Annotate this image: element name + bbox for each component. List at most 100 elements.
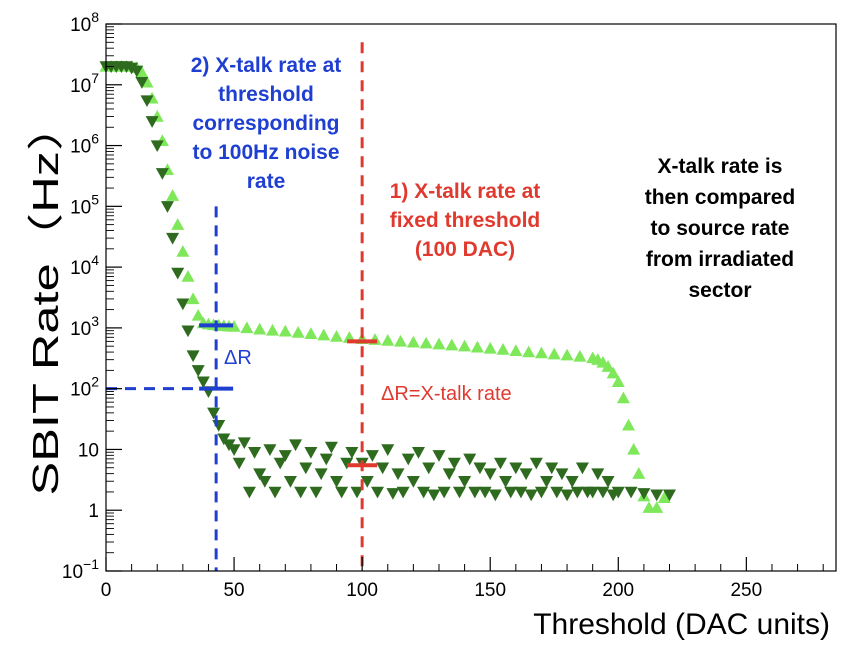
noise-marker <box>212 420 226 432</box>
xtalk-marker <box>560 348 574 361</box>
noise-marker <box>529 457 543 470</box>
xtalk-marker <box>394 334 408 347</box>
noise-marker <box>324 441 338 454</box>
xtalk-marker <box>186 292 200 305</box>
noise-marker <box>217 433 231 446</box>
noise-marker <box>273 457 287 470</box>
noise-marker <box>191 365 205 377</box>
xtalk-marker <box>381 334 395 346</box>
noise-marker <box>565 476 579 488</box>
x-tick-label: 0 <box>101 580 112 601</box>
noise-marker <box>411 447 425 459</box>
y-tick-label: 105 <box>70 191 99 218</box>
y-tick-label: 106 <box>70 131 99 158</box>
xtalk-marker <box>135 65 149 78</box>
xtalk-marker <box>419 336 433 349</box>
noise-marker <box>319 453 333 466</box>
xtalk-marker <box>166 189 180 201</box>
noise-marker <box>452 486 466 499</box>
noise-marker <box>145 116 159 128</box>
xtalk-marker <box>176 245 190 257</box>
xtalk-marker <box>304 327 318 339</box>
noise-marker <box>309 486 323 499</box>
noise-marker <box>473 462 487 475</box>
noise-marker <box>130 65 144 78</box>
delta-r-red: ΔR=X-talk rate <box>381 383 512 405</box>
noise-marker <box>478 486 492 499</box>
noise-marker <box>135 77 149 89</box>
noise-marker <box>463 453 477 466</box>
y-tick-label: 108 <box>70 9 99 36</box>
plot-frame <box>105 23 837 572</box>
xtalk-marker <box>432 337 446 350</box>
noise-marker <box>345 447 359 459</box>
red-note: 1) X-talk rate at fixed threshold (100 DAC… <box>390 180 541 261</box>
noise-marker <box>406 476 420 488</box>
noise-marker <box>371 486 385 499</box>
noise-marker <box>248 447 262 459</box>
guides-layer <box>106 42 378 571</box>
noise-marker <box>417 486 431 499</box>
xtalk-marker <box>171 218 185 230</box>
x-tick-label: 250 <box>730 580 762 601</box>
noise-marker <box>381 444 395 456</box>
noise-marker <box>637 488 651 500</box>
xtalk-marker <box>632 467 646 479</box>
noise-marker <box>437 486 451 499</box>
noise-marker <box>396 486 410 499</box>
y-tick-label: 102 <box>70 374 99 401</box>
noise-marker <box>386 488 400 500</box>
noise-marker <box>330 476 344 488</box>
x-tick-label: 200 <box>602 580 634 601</box>
noise-marker <box>176 298 190 311</box>
noise-marker <box>232 457 246 470</box>
x-tick-label: 100 <box>346 580 378 601</box>
xtalk-marker <box>330 330 344 342</box>
noise-marker <box>570 486 584 499</box>
noise-marker <box>519 468 533 481</box>
noise-marker <box>376 462 390 475</box>
xtalk-marker <box>291 325 305 338</box>
noise-marker <box>150 140 164 153</box>
y-tick-label: 1 <box>88 501 99 522</box>
xtalk-marker <box>181 270 195 282</box>
noise-marker <box>504 486 518 499</box>
noise-marker <box>289 439 303 452</box>
noise-marker <box>155 168 169 180</box>
xtalk-marker <box>622 418 636 431</box>
noise-marker <box>442 468 456 481</box>
noise-marker <box>545 462 559 475</box>
xtalk-marker <box>496 343 510 355</box>
y-tick-label: 10 <box>78 440 99 461</box>
xtalk-marker <box>534 346 548 359</box>
noise-marker <box>663 489 677 502</box>
xtalk-marker <box>406 335 420 348</box>
noise-marker <box>555 468 569 481</box>
noise-marker <box>611 486 625 499</box>
noise-marker <box>263 444 277 456</box>
noise-marker <box>427 489 441 502</box>
noise-marker <box>586 486 600 499</box>
noise-marker <box>350 486 364 499</box>
noise-marker <box>365 450 379 462</box>
noise-marker <box>360 476 374 488</box>
noise-marker <box>499 476 513 488</box>
xtalk-marker <box>547 347 561 360</box>
noise-marker <box>422 462 436 475</box>
y-tick-label: 107 <box>70 70 99 97</box>
noise-marker <box>560 489 574 502</box>
x-axis-title: Threshold (DAC units) <box>533 608 830 641</box>
noise-marker <box>140 95 154 108</box>
noise-marker <box>432 450 446 462</box>
noise-marker <box>227 444 241 456</box>
xtalk-marker <box>627 442 641 455</box>
black-note: X-talk rate is then compared to source rat… <box>645 155 796 302</box>
noise-marker <box>160 201 174 213</box>
xtalk-marker <box>227 320 241 332</box>
noise-marker <box>253 468 267 481</box>
noise-marker <box>166 232 180 245</box>
noise-marker <box>624 486 638 499</box>
markers-layer <box>99 59 677 513</box>
